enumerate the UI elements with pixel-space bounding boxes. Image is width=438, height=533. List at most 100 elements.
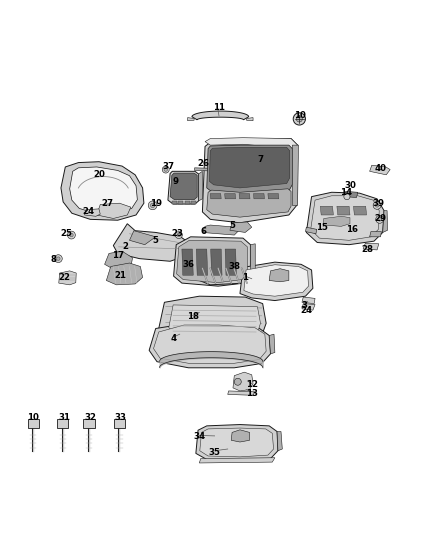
- Polygon shape: [363, 244, 379, 250]
- Text: 25: 25: [60, 229, 72, 238]
- Text: 7: 7: [258, 155, 264, 164]
- Polygon shape: [209, 147, 290, 188]
- Polygon shape: [105, 251, 133, 271]
- Polygon shape: [182, 249, 193, 275]
- Polygon shape: [61, 161, 144, 220]
- Polygon shape: [172, 201, 177, 204]
- Polygon shape: [198, 171, 202, 201]
- Polygon shape: [205, 138, 297, 149]
- Circle shape: [234, 378, 241, 385]
- Polygon shape: [370, 231, 381, 237]
- Circle shape: [67, 231, 75, 239]
- Polygon shape: [302, 304, 315, 310]
- Polygon shape: [302, 297, 315, 304]
- Polygon shape: [178, 201, 183, 204]
- Text: 2: 2: [122, 243, 128, 252]
- Polygon shape: [233, 372, 253, 391]
- Text: 11: 11: [213, 103, 225, 111]
- Text: 38: 38: [228, 262, 240, 271]
- Polygon shape: [173, 237, 251, 286]
- Polygon shape: [196, 425, 278, 461]
- Text: 18: 18: [187, 312, 199, 321]
- Polygon shape: [211, 249, 222, 275]
- Circle shape: [162, 166, 169, 173]
- Polygon shape: [97, 203, 131, 219]
- Polygon shape: [196, 249, 208, 275]
- Circle shape: [378, 217, 381, 221]
- Polygon shape: [170, 173, 197, 200]
- Text: 12: 12: [246, 380, 258, 389]
- Polygon shape: [240, 262, 313, 301]
- Circle shape: [150, 203, 155, 207]
- Text: 30: 30: [344, 181, 356, 190]
- Polygon shape: [228, 391, 255, 395]
- Polygon shape: [292, 145, 298, 205]
- Polygon shape: [199, 264, 251, 285]
- Text: 28: 28: [361, 245, 374, 254]
- Text: 21: 21: [115, 271, 127, 280]
- Polygon shape: [254, 193, 265, 199]
- Polygon shape: [187, 118, 194, 120]
- Text: 37: 37: [163, 161, 175, 171]
- Circle shape: [373, 201, 381, 209]
- Text: 24: 24: [300, 305, 312, 314]
- Polygon shape: [311, 196, 379, 240]
- Polygon shape: [383, 211, 388, 232]
- Polygon shape: [231, 430, 250, 442]
- Text: 32: 32: [84, 413, 96, 422]
- Circle shape: [70, 233, 73, 237]
- Circle shape: [54, 255, 62, 263]
- Polygon shape: [269, 334, 275, 354]
- Circle shape: [293, 113, 305, 125]
- Polygon shape: [306, 192, 384, 245]
- Text: 10: 10: [294, 111, 306, 120]
- Text: 14: 14: [339, 188, 352, 197]
- Polygon shape: [149, 324, 271, 368]
- Text: 17: 17: [113, 251, 125, 260]
- Text: 16: 16: [346, 225, 358, 234]
- Text: 26: 26: [198, 159, 210, 168]
- Polygon shape: [199, 458, 275, 463]
- Polygon shape: [370, 165, 390, 175]
- Polygon shape: [185, 201, 190, 204]
- Text: 23: 23: [172, 229, 184, 238]
- Text: 36: 36: [183, 260, 194, 269]
- Polygon shape: [207, 145, 292, 196]
- Polygon shape: [28, 419, 39, 428]
- Polygon shape: [225, 193, 236, 199]
- Polygon shape: [239, 193, 250, 199]
- Text: 20: 20: [93, 171, 105, 179]
- Circle shape: [148, 201, 157, 210]
- Text: 27: 27: [102, 199, 114, 208]
- Text: 31: 31: [58, 413, 70, 422]
- Polygon shape: [207, 189, 291, 217]
- Text: 1: 1: [242, 273, 248, 282]
- Polygon shape: [230, 222, 252, 232]
- Text: 40: 40: [374, 164, 387, 173]
- Text: 5: 5: [153, 236, 159, 245]
- Text: 5: 5: [229, 221, 235, 230]
- Circle shape: [375, 204, 379, 207]
- Polygon shape: [320, 206, 333, 215]
- Polygon shape: [114, 419, 125, 428]
- Text: 33: 33: [115, 413, 127, 422]
- Polygon shape: [323, 216, 350, 227]
- Polygon shape: [159, 296, 266, 343]
- Polygon shape: [85, 209, 100, 216]
- Polygon shape: [200, 428, 274, 457]
- Circle shape: [57, 257, 60, 261]
- Polygon shape: [269, 269, 289, 282]
- Polygon shape: [225, 249, 237, 275]
- Text: 9: 9: [172, 177, 178, 186]
- Polygon shape: [83, 419, 95, 428]
- Text: 6: 6: [201, 227, 207, 236]
- Circle shape: [164, 168, 167, 171]
- Polygon shape: [70, 167, 138, 213]
- Polygon shape: [130, 231, 155, 245]
- Polygon shape: [251, 244, 255, 275]
- Polygon shape: [169, 305, 261, 337]
- Text: 10: 10: [28, 413, 39, 422]
- Text: 3: 3: [301, 301, 307, 310]
- Text: 8: 8: [50, 255, 56, 264]
- Text: 34: 34: [193, 432, 205, 441]
